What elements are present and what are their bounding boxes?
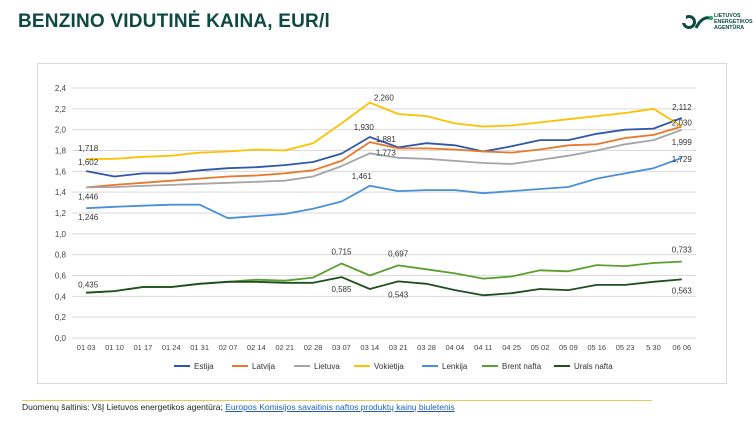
x-tick-label: 01 31 <box>190 343 209 352</box>
series-line-4 <box>86 101 683 160</box>
legend-label: Urals nafta <box>574 362 613 371</box>
legend-label: Lenkija <box>442 362 468 371</box>
y-tick-label: 2,4 <box>55 84 67 93</box>
logo-line-2: ENERGETIKOS <box>714 19 753 25</box>
x-tick-label: 06 06 <box>672 343 691 352</box>
x-tick-label: 01 24 <box>162 343 181 352</box>
x-tick-label: 01 03 <box>77 343 96 352</box>
series-line-6 <box>86 260 682 294</box>
footer-divider <box>22 400 652 401</box>
legend-label: Brent nafta <box>502 362 542 371</box>
chart-frame: 0,0 0,2 0,4 0,6 0,8 1,0 1,2 1,4 1,6 1,8 2,0 2,2 2,4 0… <box>37 63 727 384</box>
data-label: 1,446 <box>78 192 99 201</box>
y-tick-label: 0,4 <box>55 292 67 301</box>
y-tick-label: 1,2 <box>55 209 67 218</box>
price-line-chart: 0,0 0,2 0,4 0,6 0,8 1,0 1,2 1,4 1,6 1,8 2,0 2,2 2,4 0… <box>55 84 696 371</box>
x-tick-label: 5 30 <box>646 343 661 352</box>
series-line-3 <box>86 128 683 189</box>
y-tick-label: 2,0 <box>55 126 67 135</box>
x-tick-label: 03 07 <box>332 343 351 352</box>
data-label: 0,435 <box>78 281 99 290</box>
series-line-7 <box>86 276 682 297</box>
legend-label: Latvija <box>252 362 276 371</box>
x-tick-label: 04 11 <box>474 343 492 352</box>
data-label: 1,729 <box>672 155 693 164</box>
legend-label: Estija <box>194 362 214 371</box>
series-line-5 <box>86 157 683 220</box>
legend-label: Lietuva <box>314 362 340 371</box>
x-tick-label: 05 16 <box>587 343 606 352</box>
logo-mark-icon <box>682 14 714 29</box>
y-tick-label: 0,0 <box>55 334 67 343</box>
x-tick-label: 02 28 <box>304 343 323 352</box>
agency-logo <box>682 14 714 29</box>
data-label: 2,260 <box>374 94 395 103</box>
data-label: 2,112 <box>672 103 692 112</box>
logo-line-3: AGENTŪRA <box>714 25 745 31</box>
x-tick-label: 04 04 <box>446 343 465 352</box>
x-tick-label: 05 09 <box>559 343 578 352</box>
data-label: 1,999 <box>672 138 693 147</box>
data-label: 1,602 <box>78 158 99 167</box>
y-tick-label: 0,8 <box>55 251 67 260</box>
legend-label: Vokietija <box>374 362 404 371</box>
data-label: 0,563 <box>672 286 693 295</box>
data-label: 1,930 <box>354 123 375 132</box>
page-title: BENZINO VIDUTINĖ KAINA, EUR/l <box>18 11 330 32</box>
source-note: Duomenų šaltinis: VšĮ Lietuvos energetik… <box>22 402 455 412</box>
y-tick-label: 0,2 <box>55 313 67 322</box>
logo-line-1: LIETUVOS <box>714 13 741 19</box>
x-tick-label: 03 14 <box>360 343 379 352</box>
x-tick-label: 02 21 <box>275 343 294 352</box>
x-tick-label: 02 07 <box>219 343 238 352</box>
data-label: 0,733 <box>672 246 693 255</box>
y-tick-label: 0,6 <box>55 272 67 281</box>
data-label: 1,461 <box>352 172 373 181</box>
data-label: 1,246 <box>78 213 99 222</box>
data-label: 1,881 <box>376 135 397 144</box>
source-label: Duomenų šaltinis: VšĮ Lietuvos energetik… <box>22 402 223 412</box>
data-label: 1,773 <box>376 148 397 157</box>
x-tick-label: 04 25 <box>502 343 521 352</box>
y-tick-label: 1,4 <box>55 188 67 197</box>
data-label: 2,030 <box>672 119 693 128</box>
series-line-2 <box>86 125 683 189</box>
y-tick-label: 1,8 <box>55 147 67 156</box>
logo-text: LIETUVOS ENERGETIKOS AGENTŪRA <box>714 13 753 31</box>
data-label: 1,718 <box>78 144 99 153</box>
data-label: 0,543 <box>388 290 409 299</box>
x-tick-label: 05 23 <box>616 343 635 352</box>
y-tick-label: 1,6 <box>55 167 67 176</box>
data-label: 0,715 <box>331 248 352 257</box>
data-label: 0,697 <box>388 249 409 258</box>
x-tick-label: 02 14 <box>247 343 266 352</box>
series-line-1 <box>86 117 683 178</box>
x-tick-label: 03 28 <box>417 343 436 352</box>
x-tick-label: 01 10 <box>105 343 124 352</box>
y-tick-label: 2,2 <box>55 105 67 114</box>
x-tick-label: 05 02 <box>531 343 550 352</box>
x-tick-label: 01 17 <box>134 343 153 352</box>
source-link[interactable]: Europos Komisijos savaitinis naftos prod… <box>225 402 455 412</box>
y-tick-label: 1,0 <box>55 230 67 239</box>
data-label: 0,585 <box>331 285 352 294</box>
x-tick-label: 03 21 <box>389 343 408 352</box>
